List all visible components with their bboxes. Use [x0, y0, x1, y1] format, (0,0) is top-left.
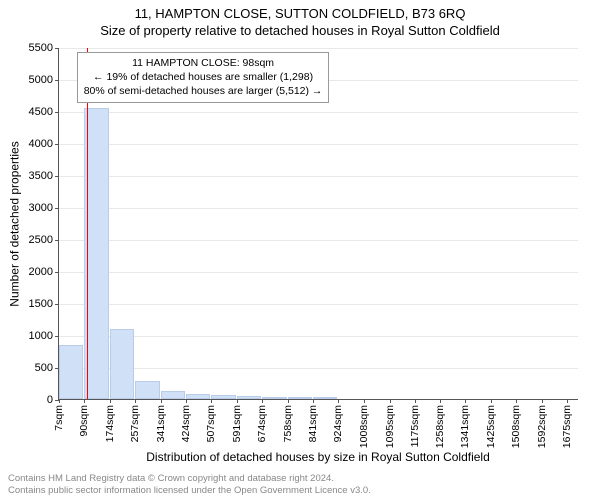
y-tick-mark [55, 112, 59, 113]
x-tick-label: 7sqm [53, 399, 65, 431]
x-axis-label: Distribution of detached houses by size … [58, 450, 578, 464]
y-tick-mark [55, 176, 59, 177]
chart-plot-area: 0500100015002000250030003500400045005000… [58, 48, 578, 400]
x-tick-label: 424sqm [180, 399, 192, 442]
x-tick-label: 591sqm [231, 399, 243, 442]
y-tick-mark [55, 240, 59, 241]
x-tick-label: 1508sqm [510, 399, 522, 448]
grid-line [59, 112, 578, 113]
y-tick-mark [55, 144, 59, 145]
y-tick-mark [55, 80, 59, 81]
grid-line [59, 304, 578, 305]
footer-line-1: Contains HM Land Registry data © Crown c… [8, 473, 371, 485]
histogram-bar [59, 345, 83, 399]
x-tick-label: 90sqm [78, 399, 90, 437]
histogram-bar [161, 391, 185, 399]
x-tick-label: 674sqm [256, 399, 268, 442]
y-tick-mark [55, 336, 59, 337]
info-line-1: 11 HAMPTON CLOSE: 98sqm [84, 56, 323, 70]
x-tick-label: 1095sqm [384, 399, 396, 448]
y-tick-mark [55, 208, 59, 209]
histogram-bar [135, 381, 160, 399]
histogram-bar [110, 329, 134, 399]
info-annotation-box: 11 HAMPTON CLOSE: 98sqm ← 19% of detache… [77, 52, 330, 103]
y-axis-label: Number of detached properties [8, 48, 22, 400]
x-tick-label: 1175sqm [409, 399, 421, 447]
page-subtitle: Size of property relative to detached ho… [0, 21, 600, 38]
y-tick-mark [55, 304, 59, 305]
grid-line [59, 368, 578, 369]
grid-line [59, 208, 578, 209]
chart-container: 11, HAMPTON CLOSE, SUTTON COLDFIELD, B73… [0, 0, 600, 500]
y-tick-mark [55, 48, 59, 49]
x-tick-label: 1425sqm [485, 399, 497, 448]
histogram-bar [84, 108, 109, 399]
footer-line-2: Contains public sector information licen… [8, 485, 371, 497]
x-tick-label: 924sqm [332, 399, 344, 442]
x-tick-label: 1675sqm [561, 399, 573, 448]
page-title: 11, HAMPTON CLOSE, SUTTON COLDFIELD, B73… [0, 0, 600, 21]
x-tick-label: 1341sqm [459, 399, 471, 448]
x-tick-label: 841sqm [307, 399, 319, 442]
x-tick-label: 174sqm [104, 399, 116, 442]
grid-line [59, 48, 578, 49]
grid-line [59, 144, 578, 145]
x-tick-label: 1258sqm [434, 399, 446, 448]
x-tick-label: 1008sqm [358, 399, 370, 448]
x-tick-label: 257sqm [129, 399, 141, 442]
grid-line [59, 272, 578, 273]
x-tick-label: 507sqm [205, 399, 217, 442]
grid-line [59, 336, 578, 337]
x-tick-label: 1592sqm [536, 399, 548, 448]
x-tick-label: 758sqm [282, 399, 294, 442]
y-tick-mark [55, 272, 59, 273]
grid-line [59, 176, 578, 177]
info-line-2: ← 19% of detached houses are smaller (1,… [84, 70, 323, 84]
x-tick-label: 341sqm [155, 399, 167, 442]
footer-attribution: Contains HM Land Registry data © Crown c… [8, 473, 371, 497]
info-line-3: 80% of semi-detached houses are larger (… [84, 84, 323, 98]
grid-line [59, 240, 578, 241]
